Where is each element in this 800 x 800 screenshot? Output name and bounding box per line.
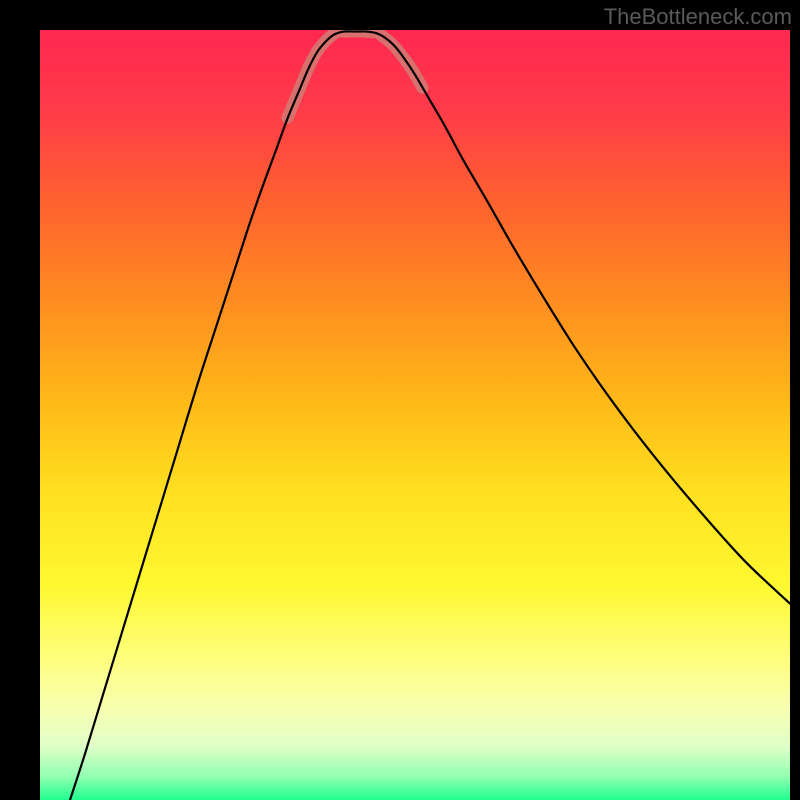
plot-area bbox=[40, 30, 790, 800]
highlight-segment-2 bbox=[381, 35, 422, 87]
bottleneck-curve bbox=[70, 31, 790, 800]
highlight-segment-0 bbox=[288, 34, 335, 118]
watermark-text: TheBottleneck.com bbox=[604, 4, 792, 30]
curve-layer bbox=[40, 30, 790, 800]
